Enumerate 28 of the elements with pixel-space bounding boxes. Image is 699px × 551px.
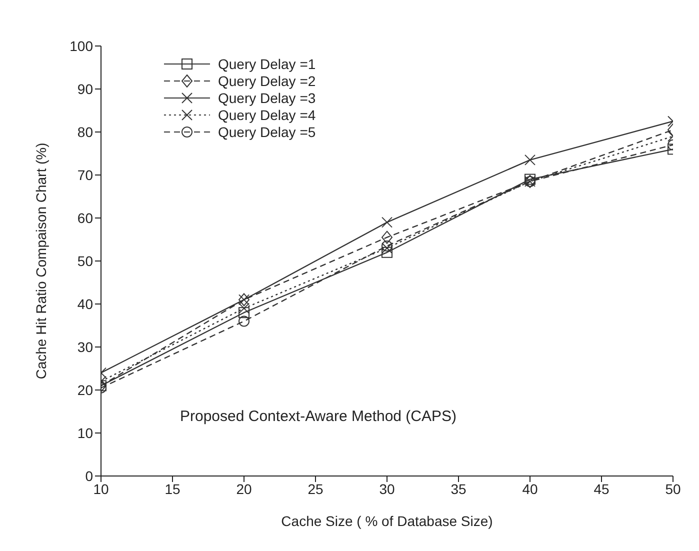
annotation: Proposed Context-Aware Method (CAPS) (180, 408, 457, 425)
x-tick-label: 40 (522, 480, 538, 497)
y-tick-label: 0 (85, 468, 94, 484)
x-tick-label: 20 (236, 480, 252, 497)
y-tick-label: 30 (77, 338, 94, 355)
y-tick-label: 100 (70, 38, 94, 54)
y-tick-label: 40 (77, 296, 94, 312)
x-tick-label: 10 (93, 480, 109, 497)
x-tick-label: 45 (594, 480, 610, 497)
y-tick-label: 50 (77, 252, 94, 269)
x-tick-label: 25 (308, 480, 324, 497)
legend-label: Query Delay =2 (218, 72, 316, 88)
y-tick-label: 80 (77, 124, 94, 140)
x-tick-label: 50 (665, 480, 681, 497)
legend-label: Query Delay =1 (218, 56, 316, 72)
x-axis-title: Cache Size ( % of Database Size) (281, 513, 493, 529)
legend-label: Query Delay =5 (218, 124, 316, 140)
y-tick-label: 20 (77, 382, 94, 398)
legend-label: Query Delay =3 (218, 90, 316, 106)
y-tick-label: 10 (77, 424, 94, 441)
y-tick-label: 60 (77, 210, 94, 226)
x-tick-label: 15 (164, 480, 180, 497)
legend-label: Query Delay =4 (218, 106, 316, 122)
x-tick-label: 30 (379, 480, 395, 497)
y-axis-title: Cache Hit Ratio Compaison Chart (%) (32, 142, 49, 380)
y-tick-label: 70 (77, 166, 94, 183)
x-tick-label: 35 (450, 480, 466, 497)
y-tick-label: 90 (77, 80, 94, 97)
